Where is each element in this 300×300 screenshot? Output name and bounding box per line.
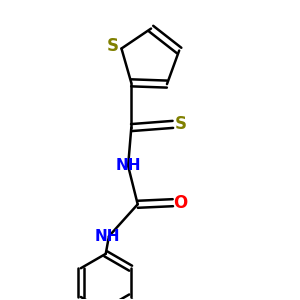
Text: NH: NH [94, 229, 120, 244]
Text: O: O [173, 194, 187, 212]
Text: S: S [175, 116, 187, 134]
Text: NH: NH [116, 158, 141, 173]
Text: S: S [106, 37, 119, 55]
